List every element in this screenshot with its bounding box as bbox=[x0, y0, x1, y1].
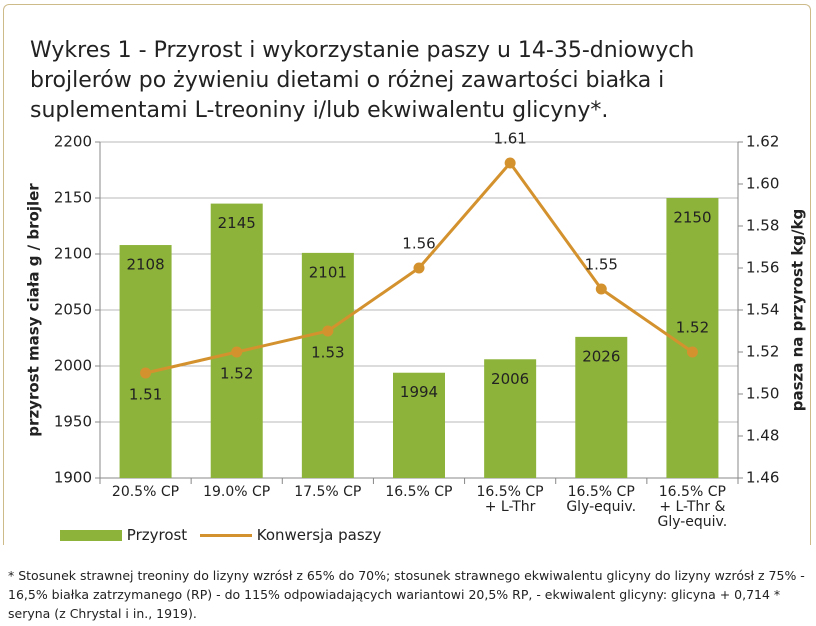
line-label: 1.61 bbox=[493, 130, 526, 148]
line-point bbox=[413, 262, 425, 274]
bar-label: 2108 bbox=[126, 256, 164, 274]
y-tick-label: 2050 bbox=[54, 301, 92, 319]
x-tick-label: 16.5% CP + L-Thr & Gly-equiv. bbox=[657, 484, 728, 530]
line-label: 1.52 bbox=[676, 319, 709, 337]
y2-tick-label: 1.60 bbox=[746, 175, 779, 193]
bar bbox=[575, 336, 628, 478]
y2-tick-label: 1.58 bbox=[746, 217, 779, 235]
bar bbox=[119, 245, 172, 478]
bar bbox=[210, 203, 263, 478]
y2-tick-label: 1.50 bbox=[746, 385, 779, 403]
line-label: 1.52 bbox=[220, 365, 253, 383]
line-point bbox=[231, 346, 243, 358]
x-tick-label: 20.5% CP bbox=[111, 484, 180, 500]
line-label: 1.55 bbox=[585, 256, 618, 274]
line-label: 1.53 bbox=[311, 344, 344, 362]
y2-tick-label: 1.56 bbox=[746, 259, 779, 277]
y-tick-label: 2100 bbox=[54, 245, 92, 263]
line-label: 1.51 bbox=[129, 386, 162, 404]
x-tick-label: 16.5% CP Gly-equiv. bbox=[566, 484, 637, 515]
bar bbox=[666, 198, 719, 478]
y-tick-label: 2150 bbox=[54, 189, 92, 207]
bar-label: 2101 bbox=[309, 263, 347, 281]
y-axis-label: przyrost masy ciała g / brojler bbox=[25, 183, 43, 437]
y2-tick-label: 1.52 bbox=[746, 343, 779, 361]
bar-label: 2145 bbox=[218, 214, 256, 232]
y-tick-label: 1950 bbox=[54, 413, 92, 431]
line-point bbox=[140, 367, 152, 379]
y-tick-label: 1900 bbox=[54, 469, 92, 487]
y2-tick-label: 1.46 bbox=[746, 469, 779, 487]
line-label: 1.56 bbox=[402, 235, 435, 253]
line-point bbox=[504, 157, 516, 169]
legend-label: Przyrost bbox=[126, 526, 188, 544]
line-point bbox=[322, 325, 334, 337]
y2-axis-label: pasza na przyrost kg/kg bbox=[789, 209, 807, 411]
line-point bbox=[595, 283, 607, 295]
frame bbox=[3, 4, 811, 545]
line-point bbox=[686, 346, 698, 358]
bar bbox=[301, 252, 354, 478]
bar-label: 2150 bbox=[673, 209, 711, 227]
bar bbox=[393, 372, 445, 478]
bar-label: 2026 bbox=[582, 347, 620, 365]
x-tick-label: 16.5% CP + L-Thr bbox=[476, 484, 544, 515]
y2-tick-label: 1.54 bbox=[746, 301, 779, 319]
x-tick-label: 19.0% CP bbox=[203, 484, 271, 500]
legend-swatch bbox=[60, 530, 122, 541]
y-tick-label: 2200 bbox=[54, 133, 92, 151]
y2-tick-label: 1.48 bbox=[746, 427, 779, 445]
footnote: * Stosunek strawnej treoniny do lizyny w… bbox=[8, 568, 805, 621]
y-tick-label: 2000 bbox=[54, 357, 92, 375]
chart-title: Wykres 1 - Przyrost i wykorzystanie pasz… bbox=[30, 38, 695, 123]
x-tick-label: 16.5% CP bbox=[385, 484, 453, 500]
y2-tick-label: 1.62 bbox=[746, 133, 779, 151]
bar-label: 2006 bbox=[491, 370, 529, 388]
bar bbox=[484, 359, 537, 478]
legend-swatch bbox=[199, 534, 252, 537]
x-tick-label: 17.5% CP bbox=[294, 484, 362, 500]
legend: Przyrost Konwersja paszy bbox=[60, 526, 381, 544]
bar-label: 1994 bbox=[400, 383, 438, 401]
legend-label: Konwersja paszy bbox=[256, 526, 382, 544]
